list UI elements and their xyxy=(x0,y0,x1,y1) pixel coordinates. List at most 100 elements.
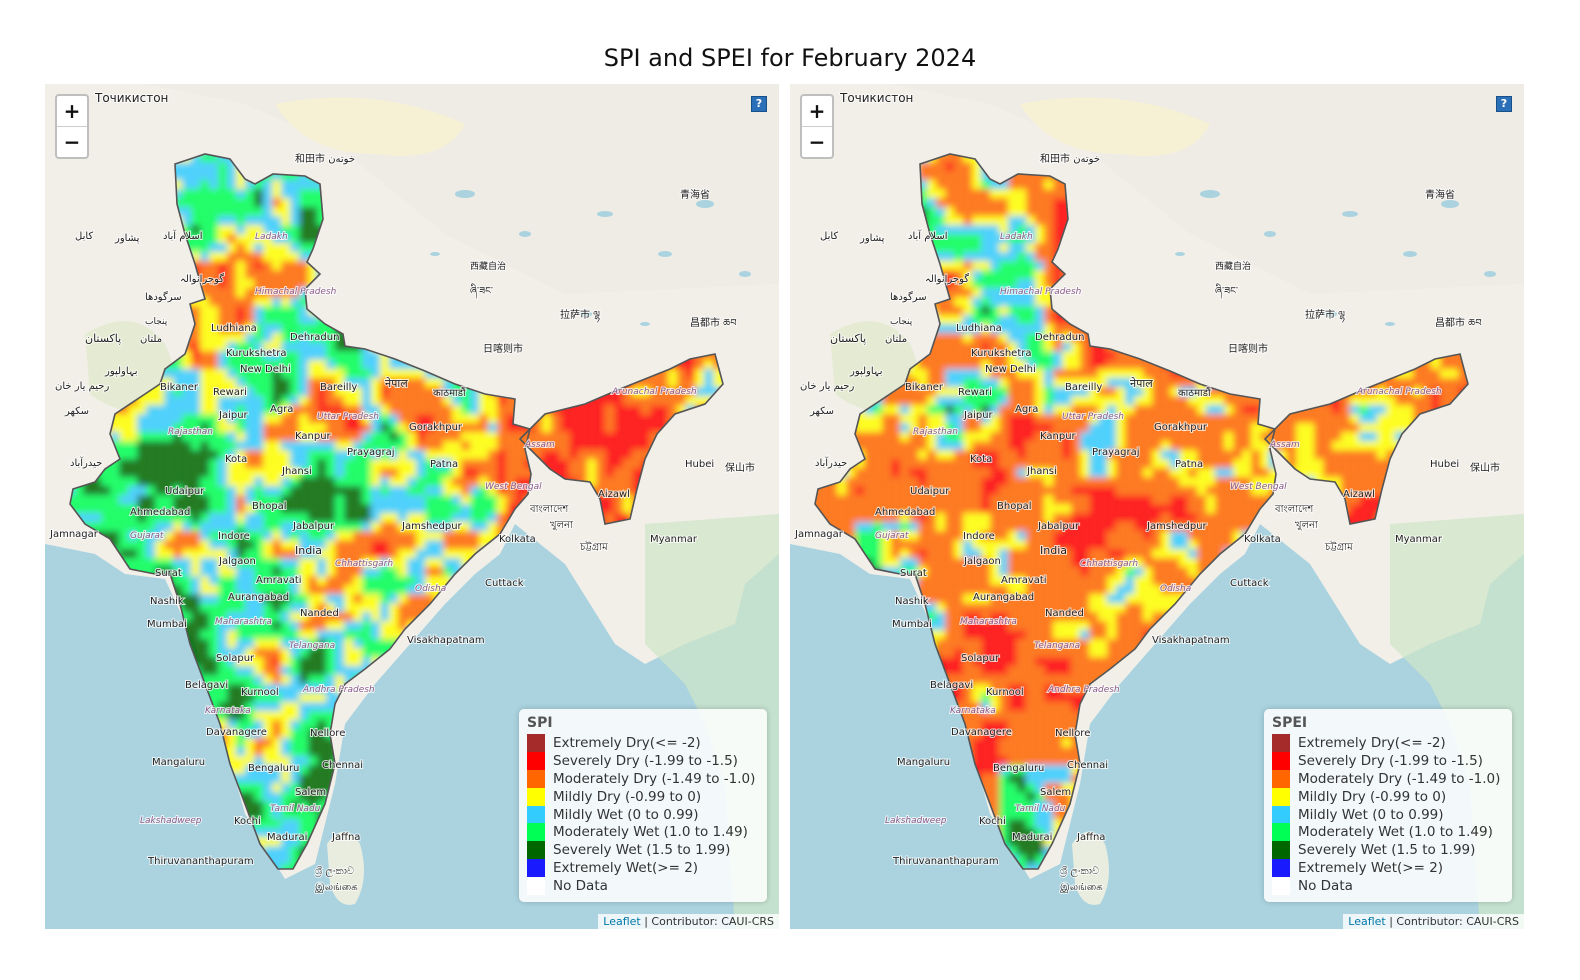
spi-raster-cell xyxy=(335,486,345,496)
spi-raster-cell xyxy=(218,270,228,280)
spi-raster-cell xyxy=(452,612,462,622)
spi-raster-cell xyxy=(596,468,606,478)
spi-raster-cell xyxy=(281,225,291,235)
spi-raster-cell xyxy=(218,585,228,595)
spi-raster-cell xyxy=(191,585,201,595)
spi-raster-cell xyxy=(353,729,363,739)
spi-raster-cell xyxy=(362,495,372,505)
spi-raster-cell xyxy=(488,684,498,694)
spi-raster-cell xyxy=(209,441,219,451)
spi-raster-cell xyxy=(209,639,219,649)
spi-raster-cell xyxy=(290,549,300,559)
spi-raster-cell xyxy=(380,612,390,622)
spi-raster-cell xyxy=(254,738,264,748)
spi-raster-cell xyxy=(200,666,210,676)
spi-raster-cell xyxy=(281,576,291,586)
spi-raster-cell xyxy=(200,441,210,451)
spi-raster-cell xyxy=(245,243,255,253)
spi-raster-cell xyxy=(461,522,471,532)
spi-raster-cell xyxy=(452,387,462,397)
spi-raster-cell xyxy=(389,702,399,712)
spi-raster-cell xyxy=(515,468,525,478)
spi-raster-cell xyxy=(389,630,399,640)
spi-raster-cell xyxy=(128,522,138,532)
spi-raster-cell xyxy=(227,288,237,298)
spi-raster-cell xyxy=(398,468,408,478)
spi-raster-cell xyxy=(245,702,255,712)
spi-raster-cell xyxy=(218,396,228,406)
spi-raster-cell xyxy=(290,630,300,640)
spi-raster-cell xyxy=(209,180,219,190)
spi-raster-cell xyxy=(389,513,399,523)
spi-raster-cell xyxy=(317,531,327,541)
spi-raster-cell xyxy=(497,396,507,406)
spi-raster-cell xyxy=(101,648,111,658)
spi-raster-cell xyxy=(155,459,165,469)
spi-raster-cell xyxy=(344,639,354,649)
spi-raster-cell xyxy=(605,432,615,442)
spi-raster-cell xyxy=(470,531,480,541)
spi-raster-cell xyxy=(236,531,246,541)
spi-raster-cell xyxy=(263,531,273,541)
spi-raster-cell xyxy=(101,630,111,640)
spi-raster-cell xyxy=(470,432,480,442)
spi-raster-cell xyxy=(560,684,570,694)
spi-raster-cell xyxy=(425,387,435,397)
spi-raster-cell xyxy=(578,621,588,631)
spi-raster-cell xyxy=(443,513,453,523)
spi-raster-cell xyxy=(470,711,480,721)
spi-raster-cell xyxy=(254,720,264,730)
spi-raster-cell xyxy=(119,666,129,676)
spi-raster-cell xyxy=(209,477,219,487)
spi-raster-cell xyxy=(83,486,93,496)
spi-raster-cell xyxy=(128,594,138,604)
spi-raster-cell xyxy=(299,387,309,397)
spi-raster-cell xyxy=(506,648,516,658)
spi-raster-cell xyxy=(470,612,480,622)
spi-raster-cell xyxy=(200,504,210,514)
spi-map-panel[interactable]: Точикистон 和田市 خوتەن 青海省 کابل پشاور اسلام آبا… xyxy=(45,84,779,929)
spi-raster-cell xyxy=(335,531,345,541)
spi-raster-cell xyxy=(218,522,228,532)
spi-raster-cell xyxy=(218,261,228,271)
spi-raster-cell xyxy=(236,684,246,694)
spi-raster-cell xyxy=(299,324,309,334)
spi-raster-cell xyxy=(182,738,192,748)
spi-raster-cell xyxy=(488,657,498,667)
spi-raster-cell xyxy=(416,450,426,460)
spi-raster-cell xyxy=(119,657,129,667)
spi-raster-cell xyxy=(254,702,264,712)
spi-raster-cell xyxy=(479,720,489,730)
spi-raster-cell xyxy=(218,684,228,694)
spi-raster-cell xyxy=(227,504,237,514)
spi-sri-lanka xyxy=(327,831,364,905)
spi-raster-cell xyxy=(335,576,345,586)
spi-raster-cell xyxy=(182,531,192,541)
spi-raster-cell xyxy=(272,531,282,541)
spi-raster-cell xyxy=(236,216,246,226)
spi-raster-cell xyxy=(326,585,336,595)
spi-raster-cell xyxy=(389,585,399,595)
spi-raster-cell xyxy=(488,405,498,415)
spi-raster-cell xyxy=(650,684,660,694)
spi-raster-cell xyxy=(272,432,282,442)
spi-raster-cell xyxy=(479,675,489,685)
spi-raster-cell xyxy=(686,387,696,397)
spi-raster-cell xyxy=(299,279,309,289)
spi-raster-cell xyxy=(254,441,264,451)
spi-raster-cell xyxy=(479,621,489,631)
spi-raster-cell xyxy=(497,639,507,649)
spi-raster-cell xyxy=(299,549,309,559)
spi-raster-cell xyxy=(191,558,201,568)
spi-raster-cell xyxy=(137,396,147,406)
spi-raster-cell xyxy=(272,585,282,595)
spi-raster-cell xyxy=(407,495,417,505)
spi-raster-cell xyxy=(524,576,534,586)
spi-raster-cell xyxy=(416,369,426,379)
spi-raster-cell xyxy=(470,414,480,424)
spi-raster-cell xyxy=(128,702,138,712)
spi-raster-cell xyxy=(335,414,345,424)
spi-raster-cell xyxy=(191,702,201,712)
spi-raster-cell xyxy=(173,387,183,397)
spi-raster-cell xyxy=(344,675,354,685)
